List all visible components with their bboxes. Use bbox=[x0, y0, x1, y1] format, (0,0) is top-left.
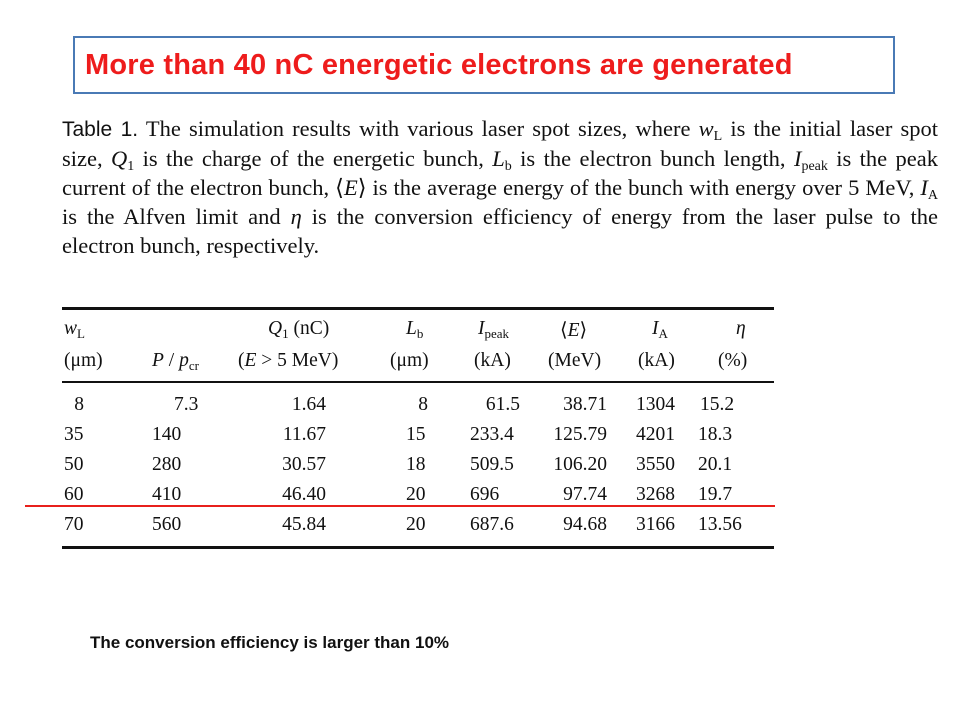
caption-text-8: is the conversion efficiency of energy f… bbox=[62, 204, 938, 258]
caption-sub-ipeak: peak bbox=[801, 159, 828, 174]
header-wl: wL bbox=[64, 318, 85, 341]
caption-text-5: is the peak current of the electron bunc… bbox=[62, 146, 939, 200]
header-energy-unit: (MeV) bbox=[548, 350, 602, 371]
table-cell: 3268 bbox=[636, 484, 675, 505]
table-cell: 280 bbox=[152, 454, 182, 475]
table-cell: 20 bbox=[406, 484, 426, 505]
header-p-ratio: P / pcr bbox=[152, 350, 199, 373]
header-q1-condition: (E > 5 MeV) bbox=[238, 350, 339, 371]
table-cell: 3166 bbox=[636, 514, 675, 535]
highlight-red-line bbox=[25, 505, 775, 507]
header-mean-energy: ⟨E⟩ bbox=[560, 320, 588, 341]
caption-text-1: The simulation results with various lase… bbox=[138, 116, 699, 141]
table-cell: 8 bbox=[418, 394, 428, 415]
header-eta: η bbox=[736, 318, 746, 339]
table-cell: 3550 bbox=[636, 454, 675, 475]
table-cell: 30.57 bbox=[282, 454, 326, 475]
footer-note: The conversion efficiency is larger than… bbox=[90, 633, 450, 652]
table-cell: 50 bbox=[64, 454, 84, 475]
header-ia-unit: (kA) bbox=[638, 350, 675, 371]
table-header-rule bbox=[62, 381, 774, 383]
slide-title: More than 40 nC energetic electrons are … bbox=[85, 48, 793, 81]
caption-text-3: is the charge of the energetic bunch, bbox=[134, 146, 493, 171]
table-cell: 15 bbox=[406, 424, 426, 445]
table-cell: 18 bbox=[406, 454, 426, 475]
table-cell: 94.68 bbox=[563, 514, 607, 535]
table-cell: 45.84 bbox=[282, 514, 326, 535]
caption-symbol-q1: Q bbox=[111, 146, 128, 171]
table-cell: 60 bbox=[64, 484, 84, 505]
header-ipeak-unit: (kA) bbox=[474, 350, 511, 371]
caption-symbol-eta: η bbox=[290, 204, 302, 229]
table-cell: 410 bbox=[152, 484, 182, 505]
table-bottom-rule bbox=[62, 546, 774, 549]
table-cell: 35 bbox=[64, 424, 84, 445]
header-ipeak: Ipeak bbox=[478, 318, 510, 341]
table-cell: 20 bbox=[406, 514, 426, 535]
table-cell: 13.56 bbox=[698, 514, 742, 535]
header-ia: IA bbox=[652, 318, 668, 341]
table-cell: 560 bbox=[152, 514, 182, 535]
header-lb: Lb bbox=[406, 318, 424, 341]
table-top-rule bbox=[62, 307, 774, 310]
caption-symbol-wl: w bbox=[698, 116, 714, 141]
caption-sub-q1: 1 bbox=[127, 159, 135, 174]
table-cell: 19.7 bbox=[698, 484, 733, 505]
table-cell: 4201 bbox=[636, 424, 675, 445]
caption-symbol-lb: L bbox=[492, 146, 505, 171]
table-caption: Table 1. The simulation results with var… bbox=[62, 114, 938, 260]
header-wl-unit: (μm) bbox=[64, 350, 103, 371]
table-cell: 38.71 bbox=[563, 394, 607, 415]
caption-text-6: ⟩ is the average energy of the bunch wit… bbox=[357, 175, 921, 200]
table-cell: 61.5 bbox=[485, 394, 520, 415]
table-cell: 20.1 bbox=[698, 454, 733, 475]
table-cell: 97.74 bbox=[563, 484, 607, 505]
table-cell: 8 bbox=[74, 394, 84, 415]
caption-sub-lb: b bbox=[504, 159, 512, 174]
table-cell: 1.64 bbox=[291, 394, 326, 415]
table-cell: 7.3 bbox=[174, 394, 199, 415]
caption-sub-wl: L bbox=[713, 129, 723, 144]
caption-label: Table 1. bbox=[62, 118, 139, 141]
header-lb-unit: (μm) bbox=[390, 350, 429, 371]
header-eta-unit: (%) bbox=[718, 350, 748, 371]
table-cell: 1304 bbox=[636, 394, 675, 415]
table-cell: 687.6 bbox=[470, 514, 514, 535]
caption-symbol-ia: I bbox=[920, 175, 928, 200]
caption-symbol-ipeak: I bbox=[793, 146, 802, 171]
table-cell: 46.40 bbox=[282, 484, 326, 505]
caption-sub-ia: A bbox=[927, 188, 938, 203]
header-q1: Q1 (nC) bbox=[268, 318, 330, 341]
caption-text-4: is the electron bunch length, bbox=[511, 146, 794, 171]
table-cell: 106.20 bbox=[553, 454, 607, 475]
table-cell: 11.67 bbox=[282, 424, 326, 445]
caption-symbol-e: E bbox=[343, 175, 358, 200]
caption-text-7: is the Alfven limit and bbox=[62, 204, 291, 229]
table-cell: 509.5 bbox=[470, 454, 514, 475]
table-cell: 233.4 bbox=[470, 424, 514, 445]
table-cell: 696 bbox=[470, 484, 500, 505]
table-cell: 140 bbox=[152, 424, 182, 445]
caption-text-2: is the initial laser spot size, bbox=[62, 116, 938, 171]
table-cell: 18.3 bbox=[698, 424, 733, 445]
table-cell: 15.2 bbox=[700, 394, 735, 415]
slide-title-box: More than 40 nC energetic electrons are … bbox=[73, 36, 895, 94]
table-cell: 125.79 bbox=[553, 424, 607, 445]
table-cell: 70 bbox=[64, 514, 84, 535]
